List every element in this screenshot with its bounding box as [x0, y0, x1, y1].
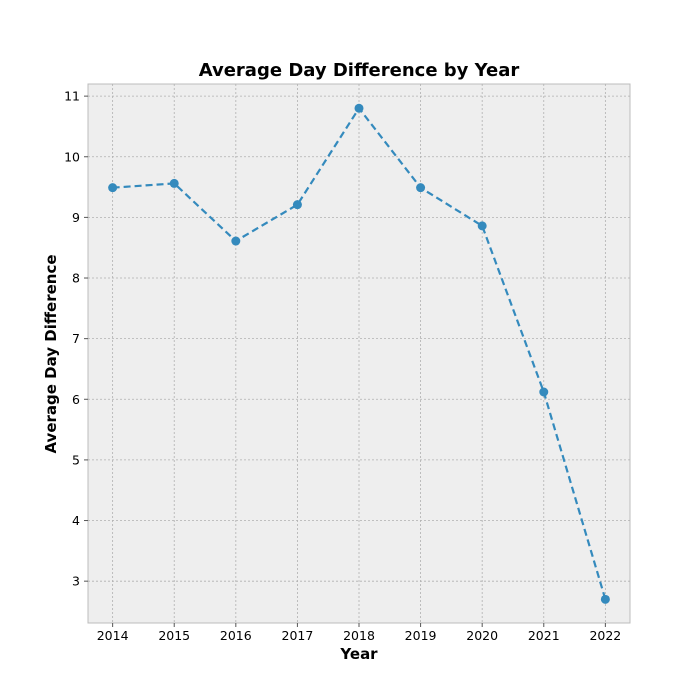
x-tick-label: 2015: [158, 628, 190, 643]
data-point: [169, 178, 179, 188]
series-layer: [108, 103, 610, 604]
y-tick-label: 8: [72, 271, 80, 286]
x-tick-label: 2022: [589, 628, 621, 643]
data-point: [231, 236, 241, 246]
x-tick-label: 2016: [220, 628, 252, 643]
tick-labels: 2014 2015 2016 2017 2018 2019 2020 2021 2022 3 4 5 6…: [64, 89, 621, 643]
y-tick-label: 9: [72, 210, 80, 225]
data-point: [600, 594, 610, 604]
y-axis-label: Average Day Difference: [42, 254, 60, 453]
data-point: [539, 387, 549, 397]
grid-lines: [88, 84, 630, 623]
y-tick-label: 10: [64, 149, 80, 164]
data-point: [354, 103, 364, 113]
y-tick-label: 5: [72, 452, 80, 467]
data-point: [108, 183, 118, 193]
x-tick-label: 2021: [528, 628, 560, 643]
x-tick-label: 2019: [405, 628, 437, 643]
y-tick-label: 11: [64, 89, 80, 104]
y-tick-label: 4: [72, 513, 80, 528]
x-axis-label: Year: [339, 645, 378, 663]
y-tick-label: 3: [72, 574, 80, 589]
data-point: [292, 200, 302, 210]
x-tick-label: 2017: [282, 628, 314, 643]
y-tick-label: 6: [72, 392, 80, 407]
data-point: [477, 221, 487, 231]
x-tick-label: 2020: [466, 628, 498, 643]
y-tick-label: 7: [72, 331, 80, 346]
x-tick-label: 2018: [343, 628, 375, 643]
chart-title: Average Day Difference by Year: [199, 60, 520, 81]
data-point: [416, 183, 426, 193]
x-tick-label: 2014: [97, 628, 129, 643]
